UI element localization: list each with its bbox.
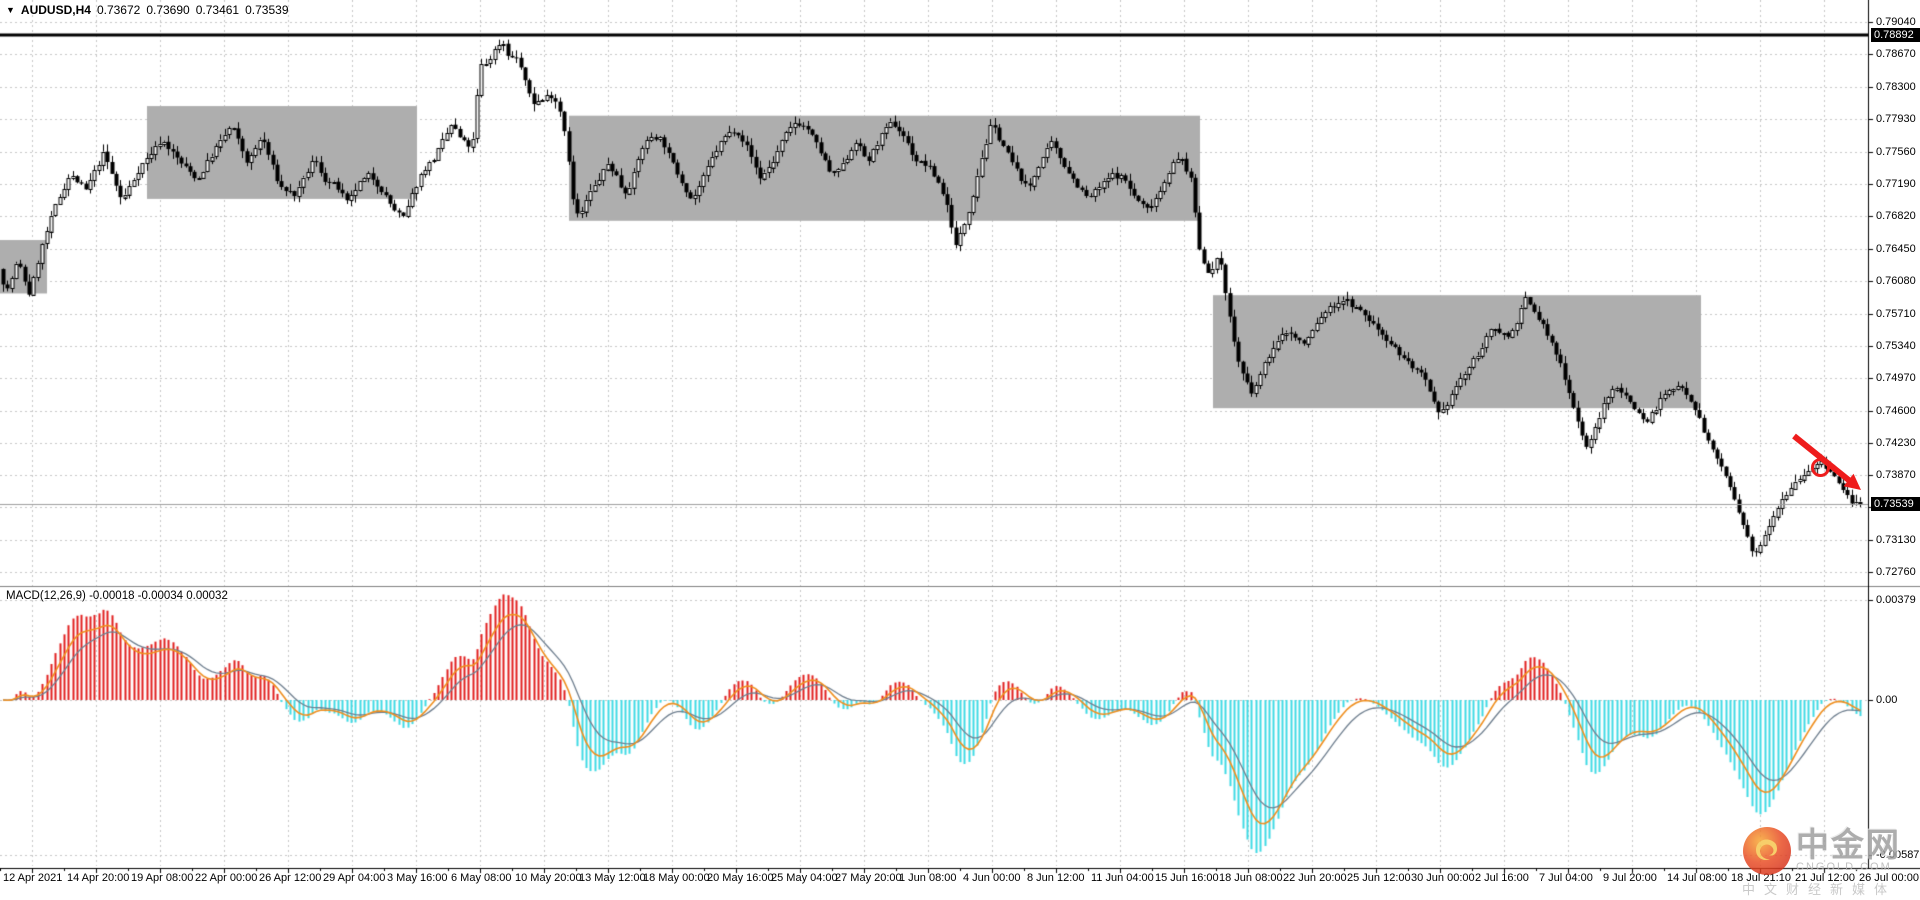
macd-indicator-label: MACD(12,26,9) -0.00018 -0.00034 0.00032 <box>6 590 228 602</box>
date-label: 10 May 20:00 <box>515 872 582 884</box>
quote-open: 0.73672 <box>96 3 141 17</box>
price-label: 0.74230 <box>1876 437 1916 450</box>
date-label: 29 Apr 04:00 <box>323 872 386 884</box>
date-label: 25 Jun 12:00 <box>1347 872 1411 884</box>
price-label: 0.72760 <box>1876 565 1916 578</box>
symbol-title: AUDUSD,H4 <box>20 3 91 17</box>
price-label: 0.73870 <box>1876 468 1916 481</box>
chart-header: ▼ AUDUSD,H4 0.73672 0.73690 0.73461 0.73… <box>6 3 289 17</box>
price-label: 0.75340 <box>1876 340 1916 352</box>
date-label: 19 Apr 08:00 <box>131 872 194 884</box>
symbol-dropdown-icon[interactable]: ▼ <box>6 5 15 15</box>
date-label: 13 May 12:00 <box>579 872 646 884</box>
date-label: 22 Jun 20:00 <box>1283 872 1347 884</box>
date-label: 25 May 04:00 <box>771 872 838 884</box>
date-label: 3 May 16:00 <box>387 872 448 884</box>
price-label: 0.76450 <box>1876 242 1916 255</box>
price-label: 0.73130 <box>1876 533 1916 546</box>
date-label: 26 Jul 00:00 <box>1859 872 1919 884</box>
date-label: 7 Jul 04:00 <box>1539 872 1593 884</box>
date-label: 26 Apr 12:00 <box>259 872 322 884</box>
date-label: 20 May 16:00 <box>707 872 774 884</box>
quote-high: 0.73690 <box>146 3 190 17</box>
price-label: 0.74970 <box>1876 372 1916 385</box>
date-label: 15 Jun 16:00 <box>1155 872 1219 884</box>
price-label: 0.78670 <box>1876 48 1916 61</box>
date-label: 30 Jun 00:00 <box>1411 872 1475 884</box>
quote-low: 0.73461 <box>195 3 240 17</box>
price-label: 0.77190 <box>1876 178 1916 190</box>
date-label: 21 Jul 12:00 <box>1795 872 1855 884</box>
date-label: 27 May 20:00 <box>835 872 902 884</box>
date-label: 18 Jun 08:00 <box>1219 872 1283 884</box>
date-label: 14 Jul 08:00 <box>1667 872 1727 884</box>
macd-level-label: 0.00 <box>1876 694 1898 706</box>
price-label: 0.78300 <box>1876 80 1916 93</box>
date-label: 18 May 00:00 <box>643 872 710 884</box>
date-label: 4 Jun 00:00 <box>963 872 1021 884</box>
date-label: 2 Jul 16:00 <box>1475 872 1529 884</box>
price-label: 0.79040 <box>1876 16 1916 28</box>
price-label: 0.76820 <box>1876 210 1916 223</box>
price-label: 0.75710 <box>1876 307 1916 320</box>
price-label: 0.76080 <box>1876 275 1916 288</box>
date-label: 14 Apr 20:00 <box>67 872 130 884</box>
price-label: 0.77560 <box>1876 145 1916 158</box>
macd-level-label: -0.00587 <box>1876 848 1920 861</box>
price-label: 0.77930 <box>1876 113 1916 126</box>
price-label: 0.74600 <box>1876 404 1916 417</box>
price-badge: 0.78892 <box>1871 27 1920 42</box>
date-label: 11 Jun 04:00 <box>1091 872 1154 884</box>
sell-arrow-annotation <box>1792 433 1861 490</box>
macd-level-label: 0.00379 <box>1876 594 1916 606</box>
price-badge: 0.73539 <box>1871 496 1920 511</box>
date-label: 22 Apr 00:00 <box>195 872 258 884</box>
date-label: 8 Jun 12:00 <box>1027 872 1085 884</box>
quote-close: 0.73539 <box>245 3 289 17</box>
date-label: 1 Jun 08:00 <box>899 872 957 884</box>
date-label: 18 Jul 21:10 <box>1731 872 1791 884</box>
date-label: 9 Jul 20:00 <box>1603 872 1657 884</box>
date-label: 12 Apr 2021 <box>3 872 63 884</box>
date-label: 6 May 08:00 <box>451 872 512 884</box>
